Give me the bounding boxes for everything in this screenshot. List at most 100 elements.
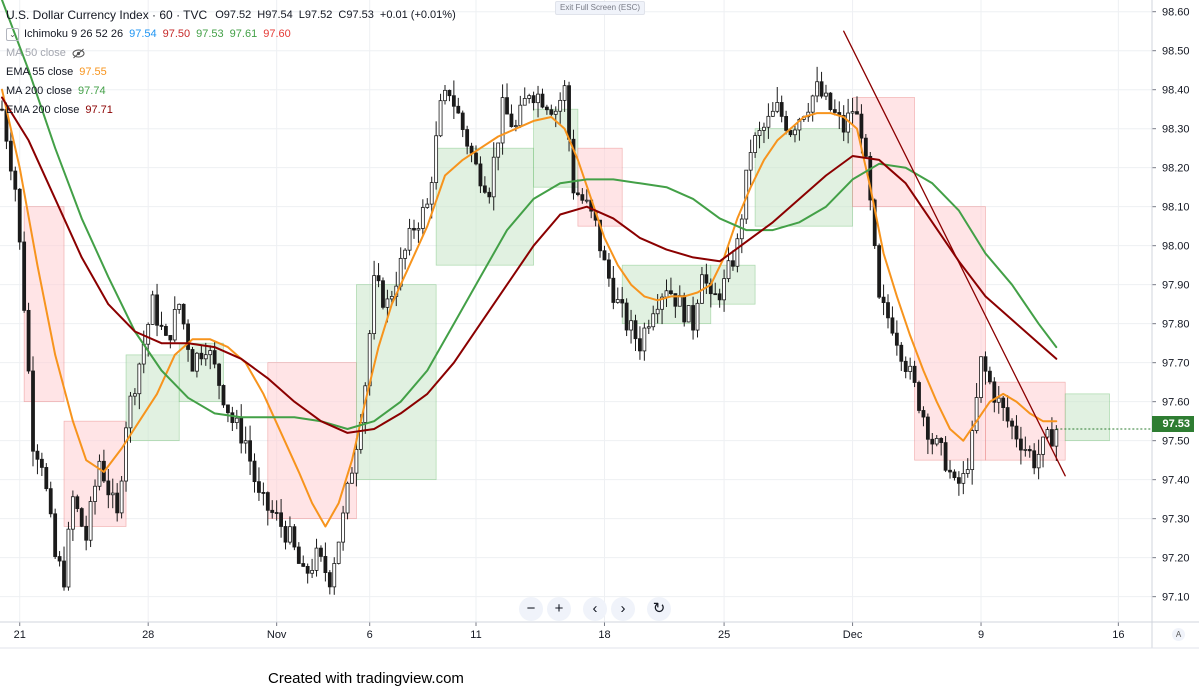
candle-down bbox=[482, 185, 487, 193]
candle-down bbox=[841, 115, 846, 133]
candle-up bbox=[695, 302, 700, 331]
collapse-legend-button[interactable]: ⌄ bbox=[6, 28, 19, 41]
candle-down bbox=[571, 138, 576, 194]
candle-up bbox=[354, 448, 359, 474]
candle-down bbox=[447, 89, 452, 97]
candle-down bbox=[633, 320, 638, 340]
candle-up bbox=[961, 473, 966, 484]
candle-up bbox=[965, 469, 970, 474]
zoom-out-button[interactable]: − bbox=[519, 597, 543, 621]
candle-up bbox=[416, 228, 421, 231]
symbol-title[interactable]: U.S. Dollar Currency Index · 60 · TVC bbox=[6, 8, 208, 22]
chart-legend: U.S. Dollar Currency Index · 60 · TVC O9… bbox=[6, 6, 462, 120]
chart-navigation: − + ‹ › ↻ bbox=[519, 597, 671, 621]
cloud-segment-bull bbox=[754, 128, 853, 227]
reset-chart-button[interactable]: ↻ bbox=[647, 597, 671, 621]
candle-down bbox=[704, 274, 709, 284]
cloud-segment-bull bbox=[435, 147, 534, 266]
candle-down bbox=[283, 526, 288, 543]
candle-down bbox=[327, 572, 332, 588]
candle-down bbox=[505, 97, 509, 115]
candle-up bbox=[443, 89, 447, 102]
indicator-value: 97.60 bbox=[263, 28, 291, 40]
candle-up bbox=[753, 135, 757, 153]
candle-down bbox=[221, 385, 226, 406]
symbol-row: U.S. Dollar Currency Index · 60 · TVC O9… bbox=[6, 6, 462, 25]
candle-down bbox=[301, 563, 306, 567]
x-tick-label: 18 bbox=[598, 629, 610, 641]
exit-fullscreen-button[interactable]: Exit Full Screen (ESC) bbox=[555, 1, 646, 15]
candle-down bbox=[1005, 407, 1010, 422]
candle-up bbox=[824, 92, 828, 97]
candle-up bbox=[797, 119, 802, 131]
indicator-rows: ⌄ Ichimoku 9 26 52 26 97.54 97.50 97.53 97.61… bbox=[6, 25, 462, 120]
candle-down bbox=[602, 250, 607, 261]
candle-up bbox=[651, 313, 656, 328]
candle-up bbox=[137, 363, 142, 395]
scroll-left-button[interactable]: ‹ bbox=[583, 597, 607, 621]
candle-down bbox=[239, 417, 244, 444]
candle-down bbox=[487, 191, 492, 198]
candle-down bbox=[1014, 425, 1019, 440]
candle-down bbox=[181, 303, 186, 325]
candle-down bbox=[53, 513, 58, 557]
zoom-in-button[interactable]: + bbox=[547, 597, 571, 621]
y-tick-label: 97.30 bbox=[1162, 514, 1190, 526]
candle-up bbox=[757, 130, 762, 136]
candle-down bbox=[894, 332, 899, 346]
candle-down bbox=[57, 556, 62, 562]
indicator-row[interactable]: ⌄ Ichimoku 9 26 52 26 97.54 97.50 97.53 97.61… bbox=[6, 25, 462, 44]
cloud-segment-bull bbox=[1064, 393, 1110, 442]
y-tick-label: 97.10 bbox=[1162, 592, 1190, 604]
ema-200-close-line bbox=[1, 96, 1058, 434]
auto-scale-button[interactable]: A bbox=[1172, 628, 1185, 641]
candle-down bbox=[669, 290, 673, 295]
candle-down bbox=[168, 335, 173, 341]
indicator-row[interactable]: EMA 200 close 97.71 bbox=[6, 101, 462, 120]
candle-down bbox=[115, 492, 120, 514]
candle-up bbox=[664, 290, 669, 298]
candle-down bbox=[1010, 420, 1014, 427]
candle-up bbox=[518, 104, 523, 127]
indicator-value: 97.71 bbox=[85, 104, 113, 116]
y-tick-label: 97.80 bbox=[1162, 319, 1190, 331]
x-tick-label: 11 bbox=[470, 629, 481, 641]
candle-up bbox=[332, 563, 337, 588]
candle-down bbox=[451, 95, 456, 107]
candle-down bbox=[877, 245, 882, 298]
candle-down bbox=[248, 440, 252, 462]
candle-up bbox=[389, 296, 394, 300]
candle-up bbox=[1023, 449, 1028, 451]
candle-up bbox=[536, 93, 540, 104]
candle-down bbox=[983, 356, 988, 372]
candle-down bbox=[509, 113, 514, 128]
y-tick-label: 98.10 bbox=[1162, 202, 1190, 214]
indicator-row[interactable]: EMA 55 close 97.55 bbox=[6, 63, 462, 82]
candle-down bbox=[544, 106, 549, 111]
y-tick-label: 98.20 bbox=[1162, 163, 1190, 175]
axes: 98.60 98.50 98.40 98.30 98.20 98.10 98.00 97.90… bbox=[0, 0, 1199, 649]
candle-up bbox=[970, 430, 975, 470]
candle-down bbox=[784, 116, 789, 131]
candle-down bbox=[270, 509, 275, 513]
candle-down bbox=[199, 352, 204, 360]
eye-crossed-icon[interactable] bbox=[72, 48, 85, 59]
candle-up bbox=[1036, 453, 1041, 469]
x-tick-label: 25 bbox=[718, 629, 730, 641]
candle-up bbox=[70, 496, 75, 530]
indicator-row[interactable]: MA 50 close bbox=[6, 44, 462, 63]
candle-down bbox=[952, 471, 957, 479]
indicator-row[interactable]: MA 200 close 97.74 bbox=[6, 82, 462, 101]
candle-down bbox=[549, 109, 554, 115]
scroll-right-button[interactable]: › bbox=[611, 597, 635, 621]
footer-credit: Created with tradingview.com bbox=[268, 670, 464, 687]
candle-down bbox=[17, 188, 22, 243]
candle-down bbox=[252, 460, 257, 483]
candle-up bbox=[735, 238, 740, 267]
candle-up bbox=[438, 100, 443, 137]
candle-up bbox=[527, 95, 532, 99]
indicator-value: 97.53 bbox=[196, 28, 224, 40]
candle-down bbox=[274, 512, 279, 514]
candle-down bbox=[921, 410, 926, 418]
